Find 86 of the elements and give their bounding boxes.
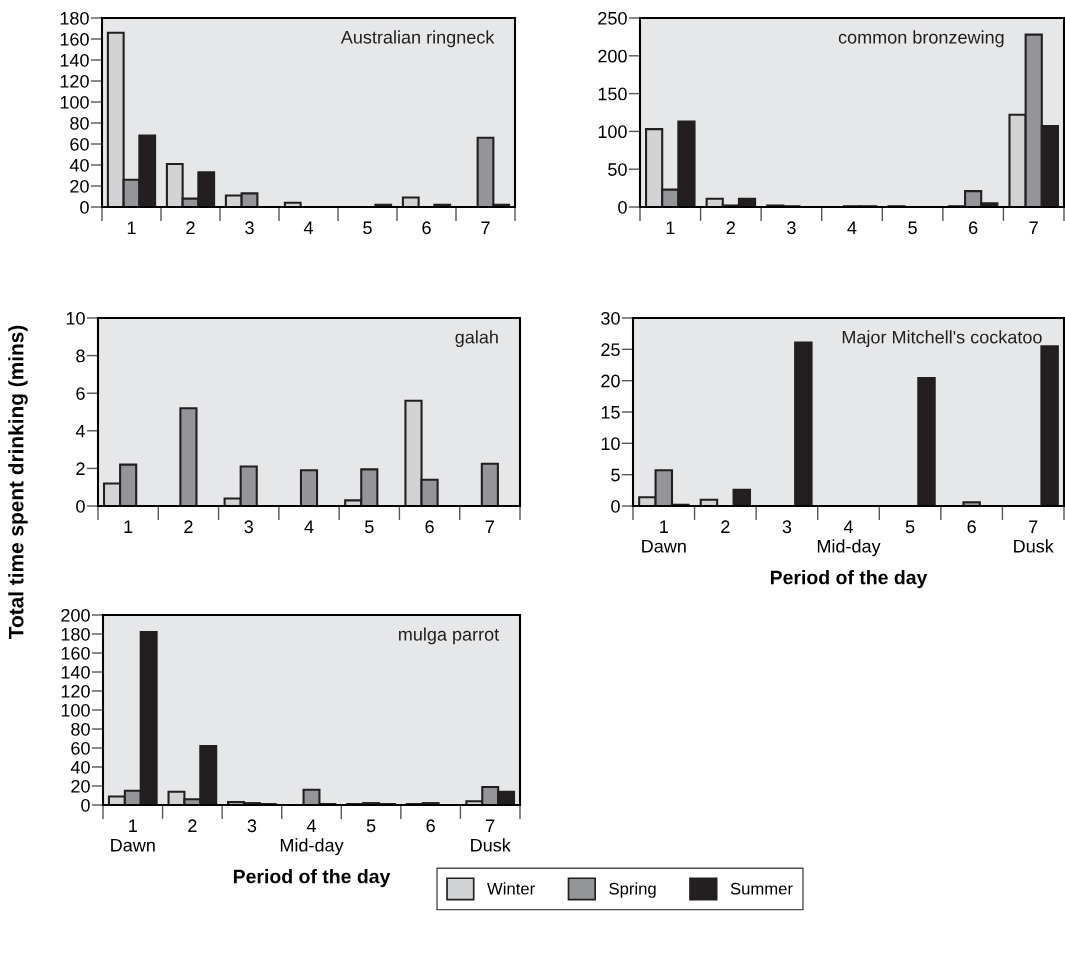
y-tick-label: 0 (76, 499, 85, 513)
x-tick-label: 4 (847, 221, 857, 234)
y-tick-label: 20 (601, 374, 620, 388)
x-tick-label: 3 (247, 819, 257, 833)
text: Australian ringneck (340, 30, 495, 48)
x-tick-label: 3 (787, 221, 796, 235)
x-tick-label: 6 (969, 221, 978, 235)
x-tick-label: 3 (245, 221, 254, 235)
y-tick-label: 140 (61, 665, 90, 679)
y-tick-label: 180 (60, 11, 89, 25)
x-axis-title: Period of the day (770, 570, 928, 589)
y-tick-label: 25 (601, 343, 620, 357)
x-tick-label: 7 Dusk (1014, 520, 1054, 553)
y-tick-label: 2 (76, 462, 85, 475)
x-tick-label: 5 (908, 221, 917, 235)
y-tick-label: 8 (76, 349, 85, 363)
x-tick-label: 6 (422, 221, 431, 235)
x-tick-label: 7 (485, 520, 494, 533)
x-tick-label: 2 (186, 221, 195, 234)
x-tick-label: 1 (124, 520, 133, 533)
y-tick-label: 4 (75, 424, 85, 438)
y-tick-label: 200 (61, 608, 90, 622)
y-axis-title: Total time spent drinking (mins) (8, 325, 28, 639)
x-tick-label: 4 Mid-day (280, 819, 344, 856)
x-tick-label: 6 (426, 819, 435, 833)
text: common bronzewing (838, 30, 1004, 48)
y-tick-label: 200 (598, 49, 627, 63)
y-tick-label: 100 (60, 95, 89, 109)
x-tick-label: 1 Dawn (111, 819, 155, 852)
text: mulga parrot (399, 627, 500, 645)
x-tick-label: 5 (366, 819, 376, 833)
x-tick-label: 7 Dusk (471, 819, 511, 852)
x-tick-label: 4 Mid-day (817, 520, 881, 557)
y-tick-label: 160 (60, 32, 89, 46)
x-tick-label: 5 (364, 520, 374, 534)
x-tick-label: 1 (666, 221, 675, 234)
y-tick-label: 0 (81, 798, 90, 812)
y-tick-label: 20 (70, 179, 89, 193)
y-tick-label: 20 (71, 779, 90, 793)
legend-label: Winter (487, 882, 535, 895)
legend-label: Summer (730, 882, 793, 895)
y-tick-label: 120 (60, 74, 89, 88)
y-tick-label: 250 (598, 11, 627, 25)
x-tick-label: 3 (244, 520, 253, 534)
x-tick-label: 5 (363, 221, 372, 235)
y-tick-label: 120 (61, 684, 90, 698)
text: galah (455, 330, 498, 348)
y-tick-label: 5 (611, 468, 620, 482)
x-tick-label: 7 (1029, 221, 1038, 234)
y-tick-label: 60 (70, 137, 89, 151)
y-tick-label: 10 (66, 311, 85, 325)
x-tick-label: 2 (726, 221, 735, 234)
y-tick-label: 0 (80, 200, 89, 214)
y-tick-label: 6 (76, 387, 85, 400)
x-tick-label: 6 (425, 520, 434, 534)
x-tick-label: 2 (184, 520, 193, 533)
x-tick-label: 6 (967, 520, 976, 534)
y-tick-label: 40 (70, 760, 90, 774)
y-tick-label: 30 (601, 311, 620, 325)
y-tick-label: 150 (598, 87, 627, 101)
x-tick-label: 5 (905, 520, 915, 534)
y-tick-label: 140 (60, 53, 89, 67)
y-tick-label: 60 (71, 741, 90, 755)
y-tick-label: 15 (601, 406, 620, 419)
y-tick-label: 100 (598, 125, 627, 139)
y-tick-label: 180 (61, 627, 90, 641)
y-tick-label: 10 (601, 437, 620, 451)
x-tick-label: 4 (303, 221, 313, 234)
y-tick-label: 50 (608, 163, 627, 176)
y-tick-label: 80 (70, 116, 89, 130)
text: Major Mitchell's cockatoo (842, 330, 1042, 348)
x-tick-label: 2 (721, 520, 730, 533)
y-tick-label: 0 (618, 200, 627, 214)
x-tick-label: 3 (782, 520, 792, 534)
y-tick-label: 40 (69, 158, 89, 172)
y-tick-label: 160 (61, 646, 90, 660)
y-tick-label: 80 (71, 722, 90, 736)
x-axis-title: Period of the day (233, 869, 391, 888)
x-tick-label: 4 (304, 520, 314, 533)
y-tick-label: 100 (61, 703, 90, 717)
x-tick-label: 1 Dawn (642, 520, 686, 553)
y-tick-label: 0 (611, 499, 620, 513)
x-tick-label: 7 (481, 221, 490, 234)
x-tick-label: 1 (127, 221, 136, 234)
x-tick-label: 2 (188, 819, 197, 832)
legend-label: Spring (609, 882, 656, 898)
